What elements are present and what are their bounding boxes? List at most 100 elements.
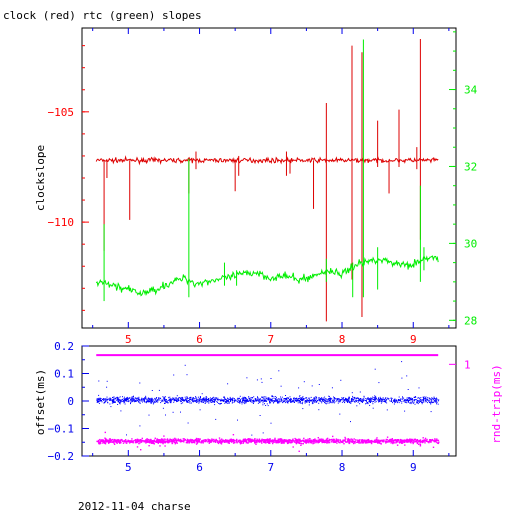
offset-point	[336, 399, 338, 401]
rnd-trip-point	[422, 441, 424, 443]
rnd-trip-point	[152, 440, 154, 442]
rnd-trip-point	[385, 438, 387, 441]
offset-point	[279, 399, 281, 401]
offset-point	[262, 397, 264, 399]
offset-point	[331, 387, 333, 389]
rnd-trip-point	[205, 439, 208, 441]
rnd-trip-point	[423, 439, 425, 441]
offset-point	[315, 400, 317, 402]
offset-point	[363, 396, 365, 398]
offset-point	[223, 400, 225, 402]
offset-point	[244, 401, 246, 403]
offset-point	[310, 396, 312, 398]
offset-point	[268, 397, 270, 399]
rnd-trip-point	[416, 439, 418, 441]
offset-point	[180, 403, 182, 405]
offset-point	[138, 400, 140, 402]
offset-point	[217, 397, 219, 399]
rnd-trip-point	[310, 440, 313, 442]
rnd-trip-point	[392, 442, 394, 445]
rnd-trip-point	[160, 438, 163, 440]
offset-point	[417, 401, 419, 403]
offset-point	[427, 397, 429, 399]
rnd-trip-point	[138, 439, 140, 441]
offset-point	[168, 398, 170, 400]
offset-point	[138, 398, 140, 400]
offset-point	[109, 403, 111, 405]
offset-point	[123, 396, 125, 398]
series-rnd-trip-points	[96, 431, 440, 452]
offset-point	[356, 400, 357, 402]
offset-point	[158, 399, 160, 401]
offset-point	[365, 403, 367, 405]
offset-point	[390, 400, 392, 402]
offset-point	[383, 400, 385, 402]
offset-point	[281, 396, 283, 398]
offset-point	[266, 400, 268, 402]
offset-point	[256, 399, 257, 401]
offset-point	[172, 397, 174, 399]
offset-point	[214, 397, 216, 399]
rnd-trip-point	[422, 437, 424, 439]
right-axis-tick-label: 34	[464, 84, 478, 97]
offset-point	[121, 400, 123, 402]
offset-point	[131, 399, 133, 401]
offset-point	[187, 401, 188, 402]
offset-point	[379, 397, 381, 399]
offset-point	[418, 398, 420, 400]
offset-point	[192, 399, 194, 401]
rnd-trip-point	[328, 441, 331, 444]
rnd-trip-point	[400, 440, 402, 442]
offset-point	[351, 398, 353, 399]
offset-point	[214, 401, 215, 403]
rnd-trip-point	[145, 440, 148, 443]
rnd-trip-point	[397, 439, 400, 441]
offset-point	[360, 398, 362, 400]
offset-point	[163, 396, 165, 398]
rnd-trip-point	[434, 440, 436, 443]
offset-point	[239, 401, 240, 403]
offset-point	[250, 397, 252, 398]
offset-point	[417, 401, 419, 403]
rnd-trip-point	[334, 439, 336, 442]
rnd-trip-point	[214, 441, 217, 443]
offset-point	[306, 401, 308, 403]
offset-point	[224, 397, 226, 399]
offset-point	[425, 396, 427, 398]
rnd-trip-point	[232, 442, 235, 444]
rnd-trip-point	[288, 440, 290, 442]
rnd-trip-point	[138, 442, 140, 445]
x-tick-label: 6	[196, 461, 203, 474]
offset-point	[312, 399, 314, 401]
offset-point	[258, 401, 260, 403]
offset-point	[132, 396, 134, 398]
offset-point	[345, 398, 347, 400]
offset-point	[169, 399, 171, 401]
offset-point	[378, 401, 379, 403]
rnd-trip-point	[382, 439, 385, 441]
offset-point	[144, 397, 146, 399]
rnd-trip-point	[386, 438, 388, 441]
rnd-trip-point	[344, 439, 346, 442]
offset-point	[337, 402, 339, 404]
rnd-trip-point	[138, 440, 140, 442]
offset-point	[407, 400, 409, 402]
offset-point	[325, 403, 327, 405]
offset-point	[107, 402, 109, 404]
offset-point	[137, 399, 139, 401]
offset-point	[253, 399, 254, 401]
offset-point	[391, 399, 392, 401]
offset-point	[116, 399, 118, 401]
offset-point	[162, 400, 164, 402]
offset-point	[154, 401, 156, 403]
offset-point	[288, 397, 289, 399]
rnd-trip-point	[274, 437, 276, 440]
rnd-trip-point	[196, 442, 199, 444]
offset-point	[270, 398, 271, 400]
offset-point	[408, 401, 410, 403]
offset-point	[425, 399, 427, 401]
offset-point	[366, 399, 367, 401]
offset-point	[124, 398, 126, 400]
offset-point	[245, 402, 247, 404]
offset-point	[149, 401, 150, 403]
